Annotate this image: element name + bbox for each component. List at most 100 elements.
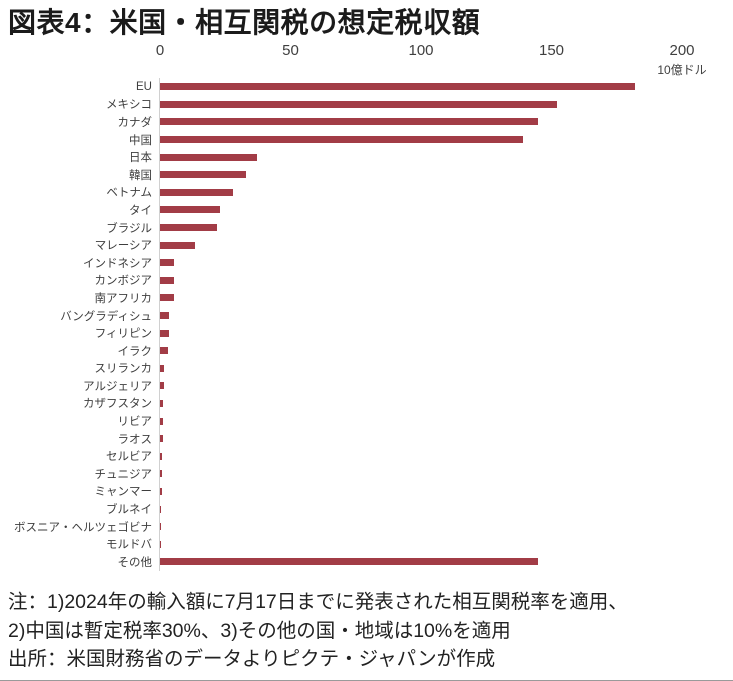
bar-カナダ [160, 118, 539, 126]
plot-area [159, 306, 720, 325]
chart-row: ベトナム [0, 183, 733, 202]
chart-row: スリランカ [0, 359, 733, 378]
x-axis-tick-50: 50 [282, 42, 299, 59]
chart-row: イラク [0, 341, 733, 360]
bar-chart-rows: EU メキシコ カナダ 中国 日本 韓国 ベトナム タイ ブラジル マレーシア インドネシア カンボジ… [0, 78, 733, 571]
x-axis-tick-100: 100 [408, 42, 434, 59]
plot-area [159, 394, 720, 413]
chart-row: 日本 [0, 148, 733, 166]
category-label: マレーシア [94, 240, 152, 253]
category-label: ブルネイ [106, 504, 152, 517]
plot-area [159, 377, 720, 395]
category-label: フィリピン [94, 328, 152, 341]
chart-row: モルドバ [0, 535, 733, 554]
category-label: ボスニア・ヘルツェゴビナ [14, 521, 152, 534]
bar-中国 [160, 136, 523, 144]
chart-row: ラオス [0, 429, 733, 448]
plot-area [159, 465, 720, 483]
chart-row: インドネシア [0, 253, 733, 272]
chart-row: バングラディシュ [0, 306, 733, 325]
chart-row: ブルネイ [0, 500, 733, 518]
x-axis-tick-0: 0 [155, 42, 165, 59]
category-label: モルドバ [106, 539, 152, 552]
plot-area [159, 218, 720, 237]
bar-バングラディシュ [160, 312, 170, 320]
chart-row: チュニジア [0, 465, 733, 483]
chart-row: 中国 [0, 130, 733, 149]
bar-カザフスタン [160, 399, 164, 407]
plot-area [159, 553, 720, 571]
x-axis-tick-200: 200 [669, 42, 695, 59]
category-label: カザフスタン [83, 398, 152, 411]
x-axis: 0 50 100 150 200 [156, 42, 695, 60]
category-label: カナダ [117, 116, 153, 129]
plot-area [159, 253, 720, 272]
bar-EU [160, 83, 636, 91]
plot-area [159, 289, 720, 307]
category-label: ミャンマー [94, 486, 153, 499]
chart-row: その他 [0, 553, 733, 571]
plot-area [159, 429, 720, 448]
chart-row: 南アフリカ [0, 289, 733, 307]
bar-リビア [160, 417, 164, 425]
note-line-2: 2)中国は暫定税率30%、3)その他の国・地域は10%を適用 [8, 619, 511, 642]
plot-area [159, 341, 720, 360]
bar-ミャンマー [160, 487, 162, 495]
bar-モルドバ [160, 540, 161, 548]
bar-ブラジル [160, 224, 218, 232]
plot-area [159, 412, 720, 430]
category-label: EU [136, 80, 152, 93]
axis-unit-label: 10億ドル [657, 63, 707, 77]
chart-row: カザフスタン [0, 394, 733, 413]
category-label: セルビア [106, 451, 152, 464]
plot-area [159, 165, 720, 184]
chart-row: アルジェリア [0, 377, 733, 395]
bar-イラク [160, 347, 169, 355]
source-line: 出所：米国財務省のデータよりピクテ・ジャパンが作成 [8, 648, 496, 670]
chart-footnotes: 注：1)2024年の輸入額に7月17日までに発表された相互関税率を適用、 2)中… [8, 588, 728, 674]
category-label: スリランカ [94, 363, 153, 376]
chart-row: セルビア [0, 447, 733, 466]
plot-area [159, 359, 720, 378]
category-label: ラオス [117, 433, 153, 446]
category-label: 日本 [129, 152, 152, 165]
category-label: タイ [129, 204, 152, 217]
chart-row: 韓国 [0, 165, 733, 184]
category-label: ベトナム [106, 187, 152, 200]
bar-メキシコ [160, 100, 557, 108]
chart-row: マレーシア [0, 236, 733, 254]
chart-row: メキシコ [0, 95, 733, 114]
bar-ベトナム [160, 188, 234, 196]
plot-area [159, 148, 720, 166]
bar-タイ [160, 206, 221, 214]
category-label: メキシコ [106, 99, 152, 112]
plot-area [159, 447, 720, 466]
category-label: 韓国 [129, 169, 152, 182]
bar-ラオス [160, 435, 163, 443]
bar-ボスニア・ヘルツェゴビナ [160, 523, 162, 531]
note-line-1: 注：1)2024年の輸入額に7月17日までに発表された相互関税率を適用、 [8, 591, 628, 613]
plot-area [159, 482, 720, 501]
bar-その他 [160, 558, 539, 566]
category-label: インドネシア [83, 257, 152, 270]
category-label: リビア [117, 416, 153, 429]
category-label: ブラジル [106, 222, 152, 235]
bar-ブルネイ [160, 505, 162, 513]
plot-area [159, 517, 720, 536]
bar-セルビア [160, 452, 163, 460]
chart-row: ミャンマー [0, 482, 733, 501]
plot-area [159, 324, 720, 342]
chart-row: ブラジル [0, 218, 733, 237]
plot-area [159, 130, 720, 149]
plot-area [159, 535, 720, 554]
bar-スリランカ [160, 364, 164, 372]
category-label: アルジェリア [83, 380, 152, 393]
bar-フィリピン [160, 329, 169, 337]
plot-area [159, 500, 720, 518]
bar-カンボジア [160, 276, 174, 284]
plot-area [159, 95, 720, 114]
category-label: チュニジア [94, 468, 153, 481]
chart-row: カナダ [0, 113, 733, 131]
plot-area [159, 183, 720, 202]
